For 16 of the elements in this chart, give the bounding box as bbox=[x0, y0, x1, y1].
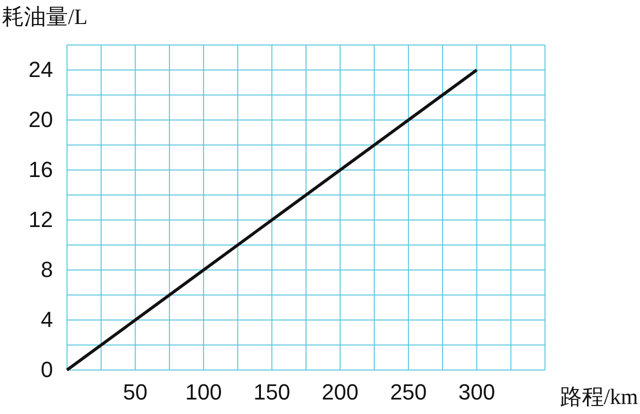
y-tick-label: 24 bbox=[28, 57, 53, 82]
y-tick-label: 12 bbox=[28, 207, 53, 232]
x-tick-label: 250 bbox=[390, 380, 427, 405]
x-tick-label: 100 bbox=[185, 380, 222, 405]
y-tick-label: 20 bbox=[28, 107, 53, 132]
x-tick-label: 200 bbox=[322, 380, 358, 405]
y-tick-label: 4 bbox=[40, 307, 53, 332]
x-tick-label: 150 bbox=[254, 380, 290, 405]
y-tick-label: 0 bbox=[40, 357, 53, 382]
x-tick-label: 300 bbox=[458, 380, 496, 405]
y-tick-label: 16 bbox=[28, 157, 53, 182]
line-series bbox=[66, 68, 478, 372]
x-tick-label: 50 bbox=[123, 380, 148, 405]
y-tick-label: 8 bbox=[40, 257, 53, 282]
y-axis-title: 耗油量/L bbox=[2, 4, 88, 29]
x-axis-title: 路程/km bbox=[560, 384, 638, 409]
